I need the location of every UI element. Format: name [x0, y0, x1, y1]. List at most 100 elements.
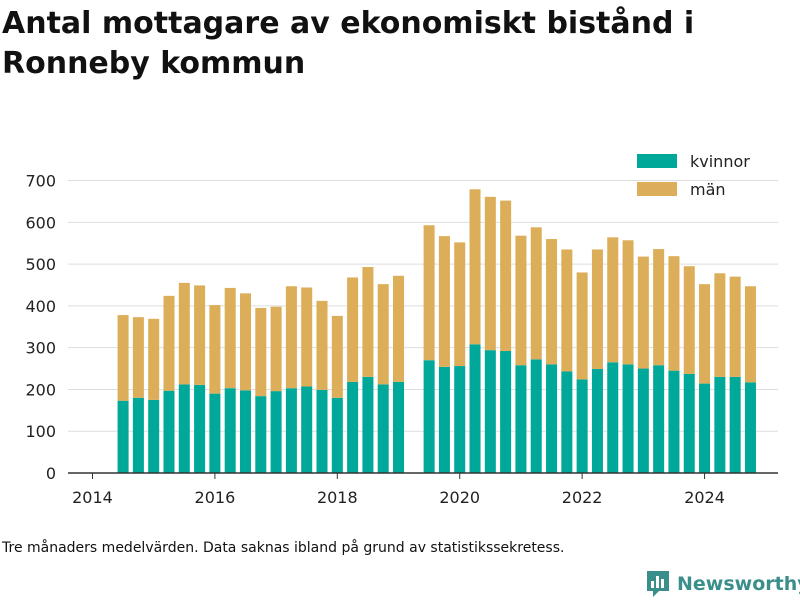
bar-man — [683, 266, 695, 374]
legend-label-kvinnor: kvinnor — [690, 152, 750, 171]
bar-kvinnor — [270, 391, 282, 473]
bar-kvinnor — [239, 390, 252, 473]
legend-swatch-kvinnor — [637, 154, 677, 168]
bar-chart-logo-icon — [647, 571, 669, 597]
chart-title: Antal mottagare av ekonomiskt bistånd i … — [2, 6, 695, 81]
y-tick-label: 300 — [25, 339, 56, 358]
bar-man — [393, 275, 405, 382]
bar-man — [132, 317, 144, 398]
bar-kvinnor — [668, 370, 680, 473]
bar-kvinnor — [607, 362, 619, 473]
bar-man — [454, 242, 466, 367]
bar-man — [331, 315, 343, 398]
y-tick-label: 200 — [25, 380, 56, 399]
bar-man — [209, 305, 221, 394]
bar-man — [515, 235, 527, 366]
bar-man — [591, 249, 603, 369]
bar-man — [653, 249, 665, 366]
x-tick-label: 2024 — [684, 488, 725, 507]
bar-man — [469, 189, 481, 345]
bar-kvinnor — [729, 376, 741, 473]
legend-swatch-man — [637, 182, 677, 196]
y-tick-label: 700 — [25, 172, 56, 191]
y-tick-label: 500 — [25, 255, 56, 274]
bar-kvinnor — [178, 384, 190, 473]
bar-man — [148, 318, 160, 400]
bar-kvinnor — [423, 360, 435, 473]
bar-man — [637, 256, 649, 369]
bar-kvinnor — [132, 397, 144, 473]
bar-man — [668, 256, 680, 371]
bar-kvinnor — [393, 381, 405, 473]
x-tick-label: 2022 — [562, 488, 603, 507]
bar-kvinnor — [347, 381, 359, 473]
y-tick-label: 0 — [46, 464, 56, 483]
bar-man — [714, 273, 726, 377]
bar-kvinnor — [530, 359, 542, 473]
bar-man — [316, 300, 328, 390]
bar-kvinnor — [454, 366, 466, 473]
bar-man — [347, 277, 359, 382]
x-tick-label: 2014 — [72, 488, 113, 507]
bar-man — [270, 306, 282, 392]
bar-man — [561, 249, 573, 372]
bar-kvinnor — [194, 384, 206, 473]
y-tick-label: 100 — [25, 422, 56, 441]
bar-kvinnor — [362, 376, 374, 473]
bar-man — [255, 307, 267, 397]
bar-man — [285, 286, 297, 389]
bar-man — [301, 287, 313, 387]
footnote: Tre månaders medelvärden. Data saknas ib… — [2, 540, 565, 556]
bar-kvinnor — [331, 397, 343, 473]
bar-man — [699, 284, 711, 384]
bar-man — [744, 286, 756, 383]
y-tick-label: 600 — [25, 213, 56, 232]
bar-man — [423, 225, 435, 361]
bar-man — [377, 284, 389, 385]
bar-kvinnor — [484, 350, 496, 473]
x-tick-label: 2016 — [195, 488, 236, 507]
bar-man — [163, 295, 175, 391]
x-tick-label: 2018 — [317, 488, 358, 507]
bar-man — [729, 276, 741, 377]
bar-kvinnor — [576, 379, 588, 473]
bar-kvinnor — [744, 382, 756, 473]
bar-kvinnor — [148, 399, 160, 473]
brand-logo[interactable]: Newsworthy — [645, 568, 800, 600]
bar-man — [438, 236, 450, 367]
bar-kvinnor — [500, 351, 512, 473]
bar-kvinnor — [622, 364, 634, 473]
bar-kvinnor — [653, 365, 665, 473]
x-tick-label: 2020 — [439, 488, 480, 507]
bar-man — [239, 293, 252, 391]
bar-man — [546, 239, 558, 365]
bar-man — [500, 200, 512, 351]
bar-kvinnor — [561, 371, 573, 473]
bar-kvinnor — [301, 386, 313, 473]
bar-kvinnor — [438, 366, 450, 473]
brand-name: Newsworthy — [677, 573, 800, 595]
bar-kvinnor — [714, 376, 726, 473]
bar-kvinnor — [224, 388, 236, 473]
bar-kvinnor — [637, 368, 649, 473]
bar-kvinnor — [377, 384, 389, 473]
bar-man — [362, 267, 374, 377]
bar-man — [622, 240, 634, 365]
bar-man — [530, 227, 542, 360]
bar-kvinnor — [546, 364, 558, 473]
bar-kvinnor — [316, 389, 328, 473]
bar-kvinnor — [591, 368, 603, 473]
y-tick-label: 400 — [25, 297, 56, 316]
bar-man — [194, 285, 206, 385]
bar-kvinnor — [255, 396, 267, 473]
bar-man — [224, 287, 236, 389]
bar-kvinnor — [117, 400, 129, 473]
bar-kvinnor — [285, 388, 297, 473]
bar-kvinnor — [209, 393, 221, 473]
bar-kvinnor — [699, 383, 711, 473]
bar-kvinnor — [469, 344, 481, 473]
bar-kvinnor — [163, 390, 175, 473]
bar-man — [576, 272, 588, 380]
bar-man — [178, 282, 190, 385]
